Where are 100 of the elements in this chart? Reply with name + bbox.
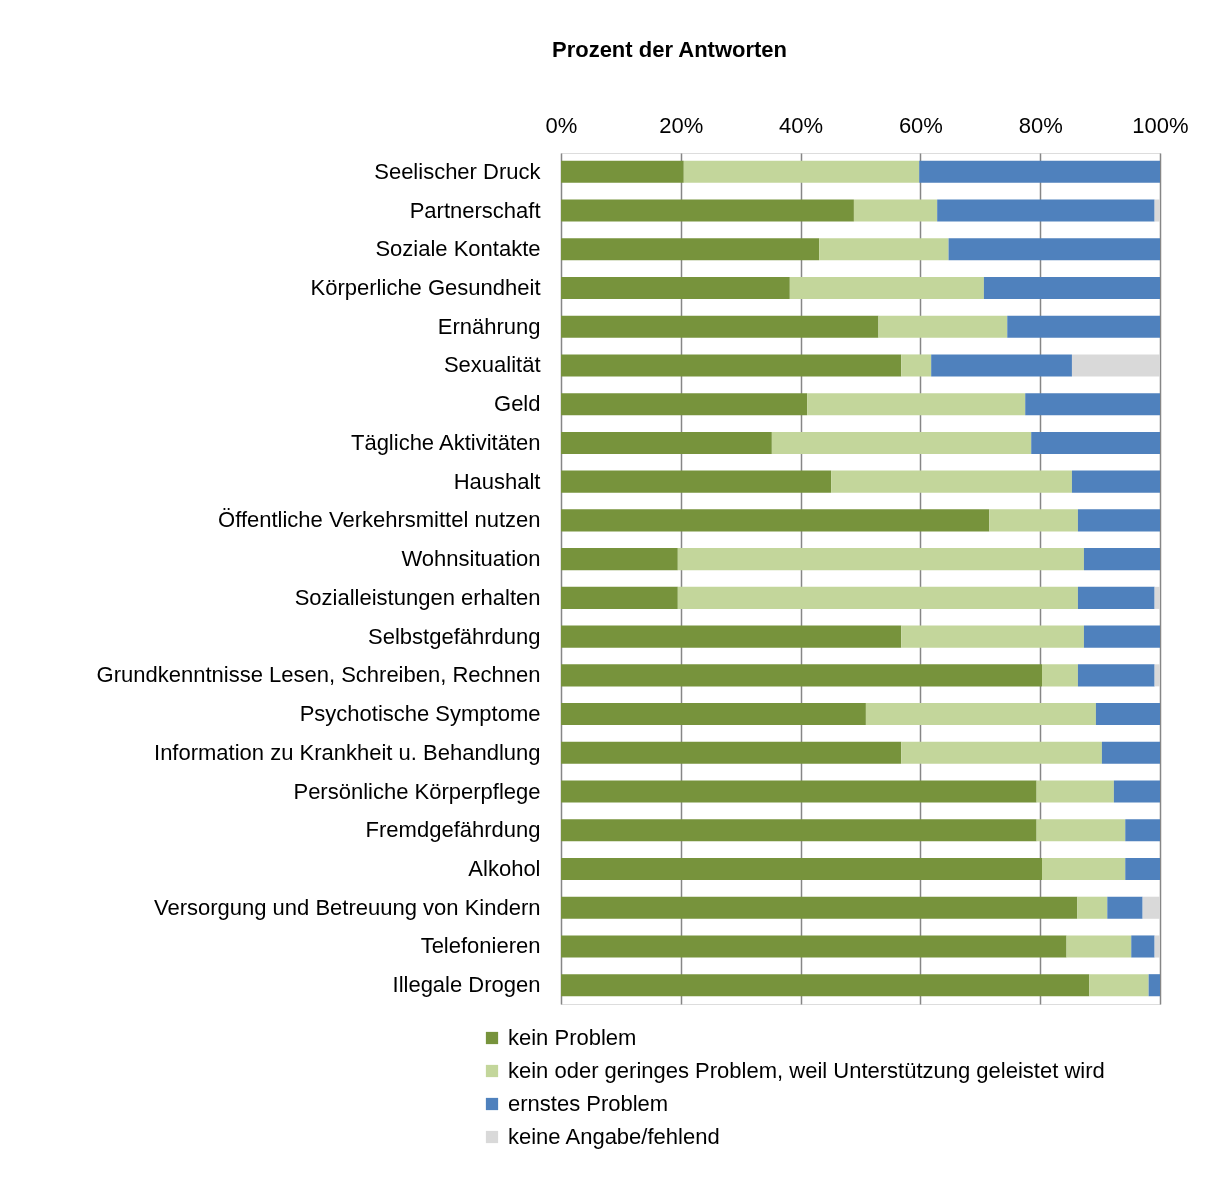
bar (561, 160, 684, 183)
bar (1042, 664, 1078, 687)
y-tick-label: Information zu Krankheit u. Behandlung (154, 739, 541, 765)
y-tick-label: Psychotische Symptome (299, 701, 541, 727)
legend-label: keine Angabe/fehlend (508, 1124, 720, 1149)
bar (919, 160, 1160, 183)
bar (1077, 586, 1155, 609)
y-tick-label: Partnerschaft (409, 197, 541, 223)
y-tick-label: Tägliche Aktivitäten (350, 429, 541, 455)
bar (1154, 664, 1160, 687)
bar (1071, 470, 1160, 493)
bar (878, 315, 1008, 338)
x-tick-label: 20% (659, 112, 704, 138)
y-tick-label: Persönliche Körperpflege (293, 778, 541, 804)
y-tick-label: Geld (494, 391, 541, 417)
bar (561, 509, 990, 532)
bar (1154, 935, 1160, 958)
bar (937, 199, 1155, 222)
bar (853, 199, 938, 222)
legend-label: kein Problem (508, 1025, 637, 1050)
bar (561, 780, 1037, 803)
bar (789, 276, 984, 300)
bar (1154, 586, 1160, 609)
bar (561, 470, 832, 493)
bar (1007, 315, 1160, 338)
bar (1036, 819, 1126, 842)
bar (1125, 857, 1160, 881)
bar (561, 935, 1067, 958)
legend-label: kein oder geringes Problem, weil Unterstützung geleistet wird (508, 1058, 1105, 1083)
bar (983, 276, 1160, 300)
bar (931, 354, 1072, 377)
y-tick-label: Öffentliche Verkehrsmittel nutzen (218, 507, 541, 533)
bar (1101, 741, 1160, 764)
bar (831, 470, 1072, 493)
legend-label: ernstes Problem (508, 1091, 669, 1116)
y-tick-label: Sozialleistungen erhalten (294, 584, 541, 610)
bar (1107, 896, 1143, 919)
bar (561, 819, 1037, 842)
bar (561, 625, 902, 648)
x-tick-label: 80% (1018, 112, 1063, 138)
bar (948, 238, 1160, 261)
y-tick-label: Telefonieren (420, 933, 541, 959)
bar (1025, 393, 1160, 416)
bar (1083, 625, 1160, 648)
bar (1113, 780, 1160, 803)
y-tick-label: Seelischer Druck (374, 158, 542, 184)
bar (1125, 819, 1160, 842)
bar (901, 625, 1084, 648)
bar (1095, 703, 1160, 726)
bar (561, 664, 1042, 687)
bar (1089, 974, 1149, 997)
bar (1083, 548, 1160, 571)
bar (1154, 199, 1160, 222)
y-tick-label: Sexualität (443, 352, 541, 378)
bar (561, 354, 902, 377)
bar (561, 238, 820, 261)
bar (1031, 431, 1160, 454)
y-tick-label: Haushalt (453, 468, 541, 494)
bar (677, 548, 1084, 571)
bar (561, 586, 678, 609)
bar (989, 509, 1078, 532)
bar (1142, 896, 1160, 919)
bar (901, 354, 932, 377)
bar (561, 741, 902, 764)
y-tick-label: Grundkenntnisse Lesen, Schreiben, Rechnen (96, 662, 541, 688)
bar (561, 431, 772, 454)
bar (561, 703, 866, 726)
bar (807, 393, 1026, 416)
bar (771, 431, 1032, 454)
bar (561, 315, 879, 338)
bar (1077, 509, 1160, 532)
bar (1036, 780, 1114, 803)
y-tick-label: Ernährung (437, 313, 541, 339)
bar (561, 974, 1090, 997)
y-tick-label: Versorgung und Betreuung von Kindern (153, 894, 541, 920)
bar (1042, 857, 1126, 881)
bar (683, 160, 920, 183)
bar (819, 238, 949, 261)
bar (1066, 935, 1132, 958)
bar (901, 741, 1102, 764)
y-tick-label: Fremdgefährdung (365, 817, 541, 843)
y-tick-label: Alkohol (468, 856, 541, 882)
bar (561, 199, 854, 222)
y-tick-label: Illegale Drogen (392, 972, 541, 998)
y-tick-label: Soziale Kontakte (375, 236, 541, 262)
y-tick-label: Körperliche Gesundheit (310, 274, 541, 300)
bar (561, 393, 808, 416)
chart-title: Prozent der Antworten (551, 37, 788, 62)
y-tick-label: Selbstgefährdung (368, 623, 541, 649)
bar (1071, 354, 1160, 377)
x-tick-label: 0% (545, 112, 578, 138)
bar (1131, 935, 1155, 958)
bar (561, 276, 790, 300)
bar (865, 703, 1096, 726)
bar (561, 896, 1078, 919)
bar (561, 857, 1042, 881)
bar (677, 586, 1078, 609)
y-tick-label: Wohnsituation (401, 546, 541, 572)
bar (1077, 896, 1108, 919)
x-tick-label: 60% (898, 112, 943, 138)
